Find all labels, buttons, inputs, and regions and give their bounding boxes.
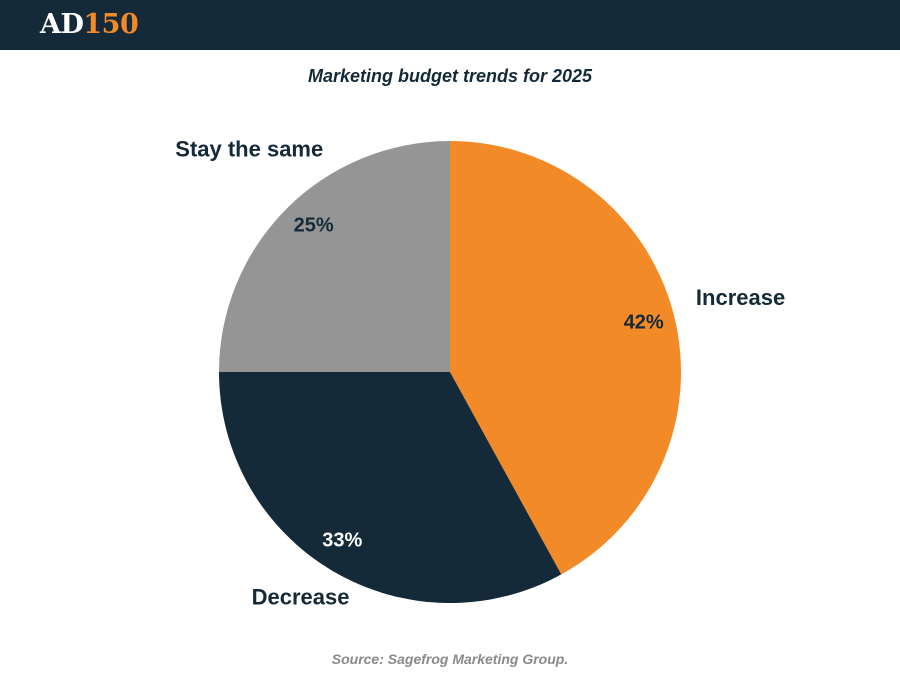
- ad150-logo[interactable]: AD150: [40, 8, 139, 42]
- pie-slice-decrease[interactable]: [219, 372, 562, 603]
- category-label-stay-the-same: Stay the same: [175, 137, 323, 162]
- category-label-decrease: Decrease: [252, 584, 350, 609]
- chart-title: Marketing budget trends for 2025: [307, 66, 593, 86]
- pie-slice-increase[interactable]: [450, 141, 681, 575]
- pct-label-stay-the-same: 25%: [294, 215, 334, 237]
- pct-label-decrease: 33%: [322, 529, 362, 551]
- source-note: Source: Sagefrog Marketing Group.: [331, 651, 569, 667]
- category-label-increase: Increase: [696, 285, 785, 310]
- logo-number-text: 150: [83, 9, 139, 40]
- logo-ad-text: AD: [40, 9, 84, 40]
- pie-slice-stay-the-same[interactable]: [219, 141, 450, 372]
- header-bar: AD150: [0, 0, 900, 50]
- pct-label-increase: 42%: [624, 311, 664, 333]
